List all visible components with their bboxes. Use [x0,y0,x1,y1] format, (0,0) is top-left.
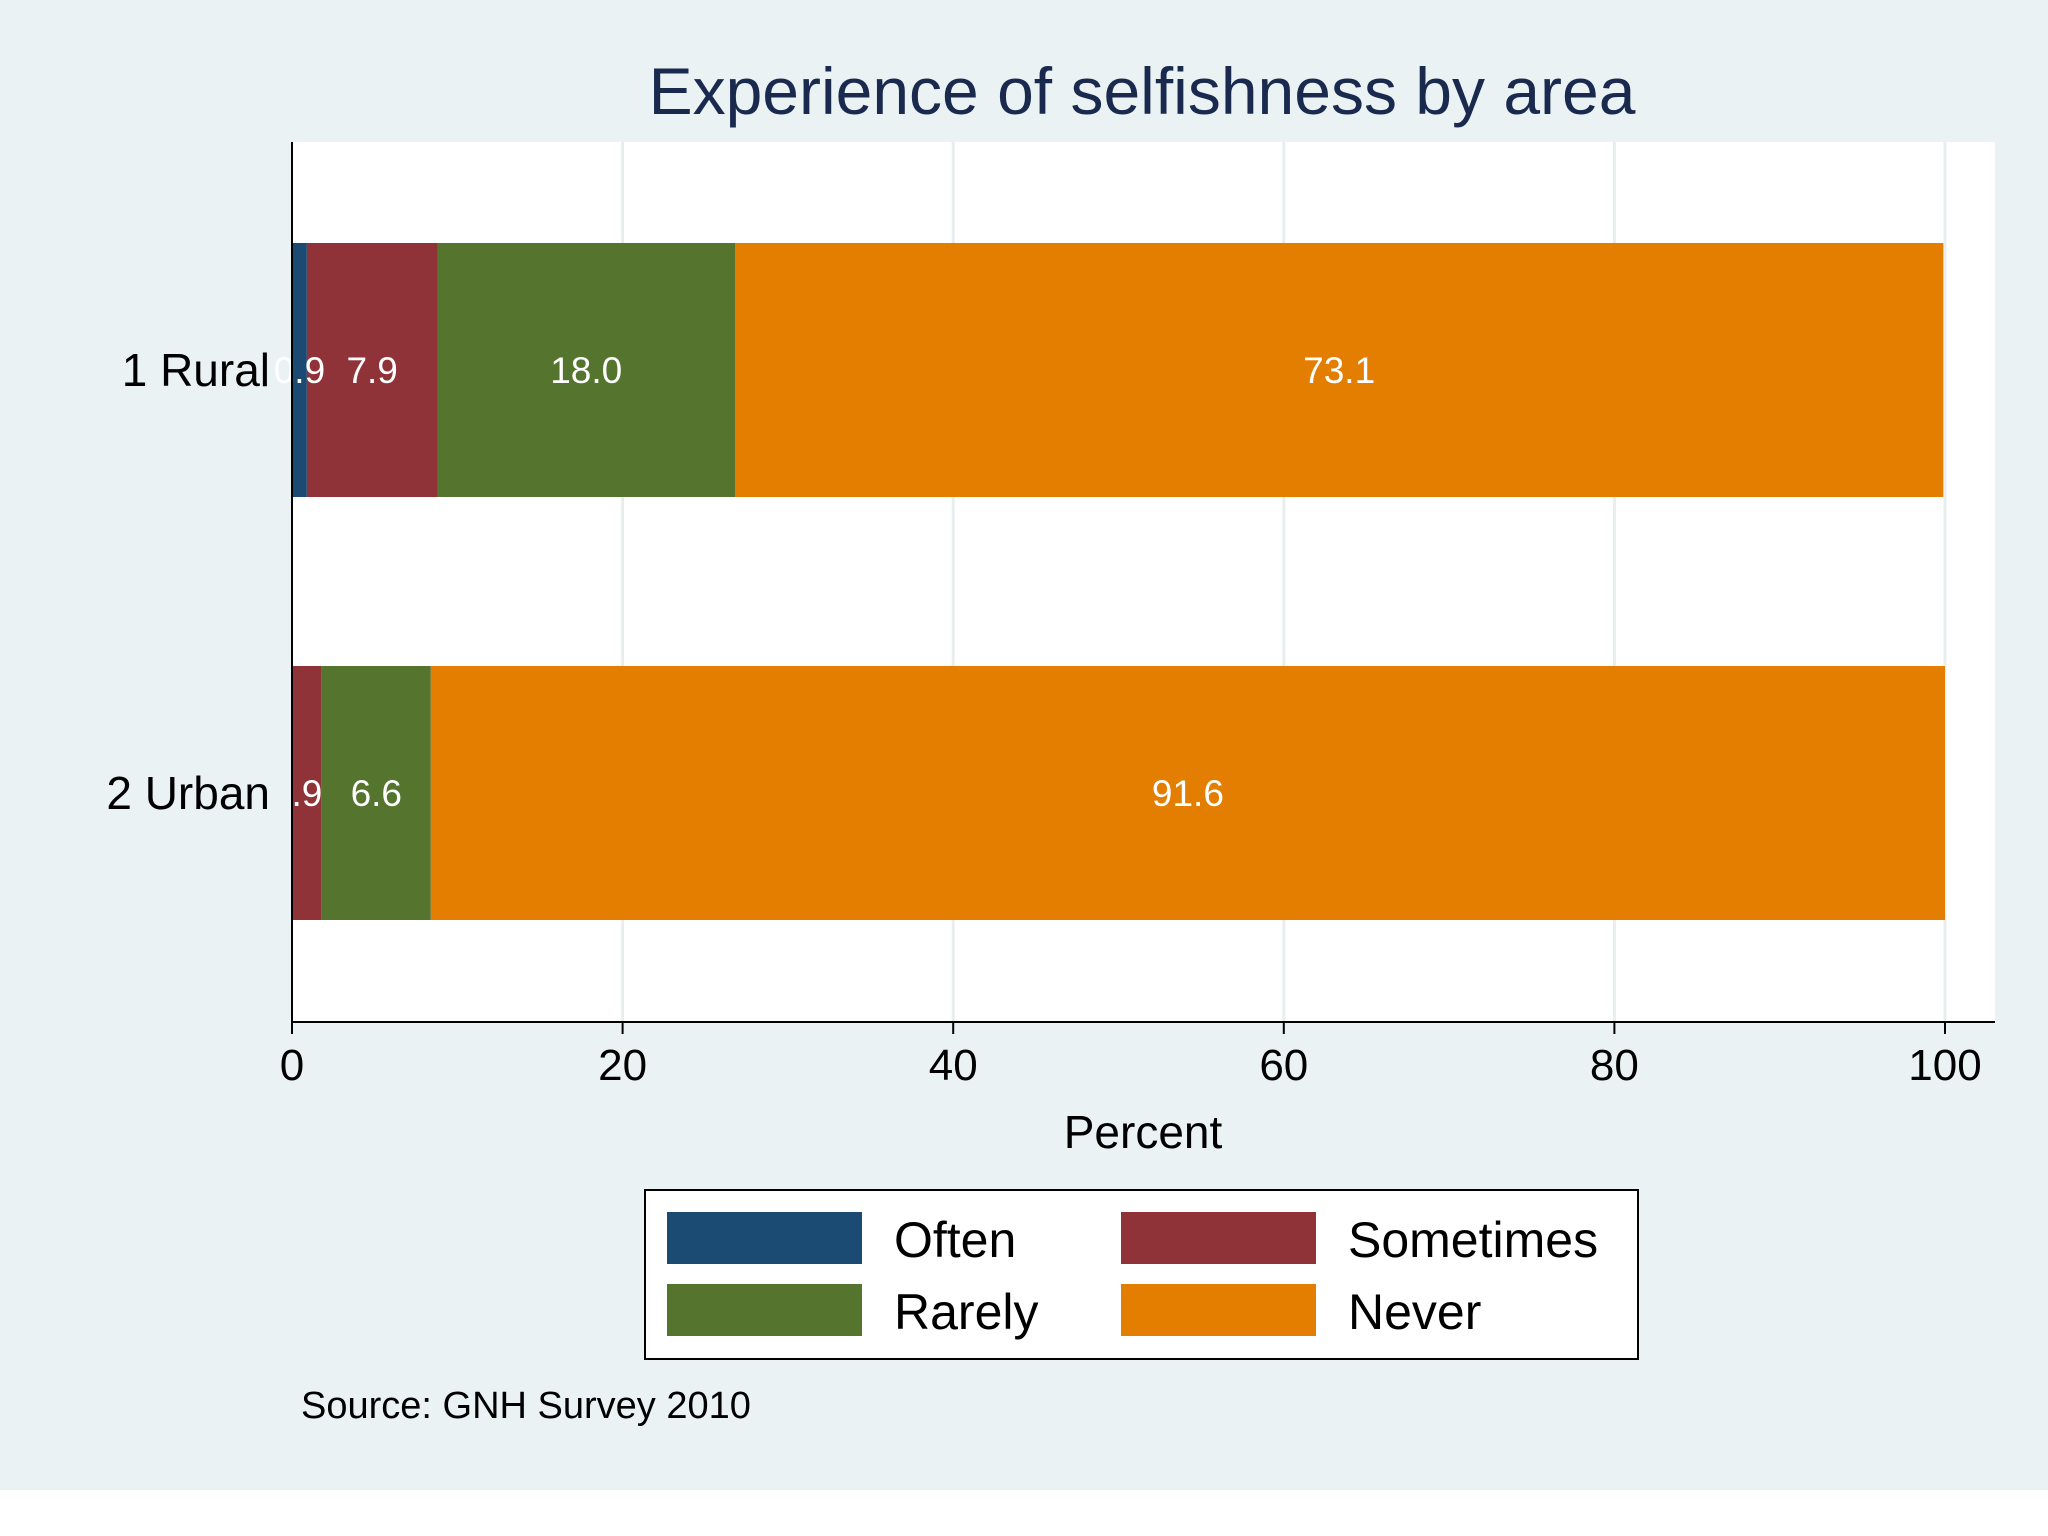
legend-swatch-often [667,1212,862,1264]
bar-sometimes-1 [306,243,438,497]
x-tick-label-80: 80 [1590,1041,1639,1090]
bars [292,243,1945,920]
legend: Often Sometimes Rarely Never [644,1189,1639,1360]
legend-swatch-never [1121,1284,1316,1336]
bar-label-sometimes-1: 7.9 [346,350,397,391]
bar-label-often-1: 0.9 [274,350,325,391]
x-tick-label-60: 60 [1259,1041,1308,1090]
x-tick-label-40: 40 [929,1041,978,1090]
x-tick-label-0: 0 [280,1041,304,1090]
legend-label-rarely: Rarely [894,1284,1038,1340]
bar-rarely-1 [437,243,736,497]
bar-never-1 [735,243,1944,497]
category-label-1: 1 Rural [122,344,270,396]
category-labels: 1 Rural 2 Urban [106,344,270,819]
x-axis-title: Percent [1064,1106,1223,1158]
legend-label-never: Never [1348,1284,1481,1340]
legend-items: Often Sometimes Rarely Never [667,1212,1598,1340]
legend-label-often: Often [894,1212,1016,1268]
bar-label-rarely-2: 6.6 [351,773,402,814]
legend-label-sometimes: Sometimes [1348,1212,1598,1268]
bar-label-sometimes-2: .9 [291,773,322,814]
bar-label-rarely-1: 18.0 [550,350,622,391]
bar-often-1 [292,243,307,497]
bar-never-2 [430,666,1945,920]
source-note: Source: GNH Survey 2010 [301,1385,751,1427]
bar-sometimes-2 [292,666,322,920]
legend-swatch-sometimes [1121,1212,1316,1264]
x-axis-ticks: 0 20 40 60 80 100 [280,1022,1982,1090]
x-tick-label-100: 100 [1908,1041,1981,1090]
bar-label-never-2: 91.6 [1152,773,1224,814]
x-tick-label-20: 20 [598,1041,647,1090]
bar-rarely-2 [321,666,431,920]
category-label-2: 2 Urban [106,767,270,819]
bar-labels: 0.9 7.9 18.0 73.1 .9 6.6 91.6 [274,350,1375,814]
legend-swatch-rarely [667,1284,862,1336]
bar-label-never-1: 73.1 [1303,350,1375,391]
chart-title: Experience of selfishness by area [649,54,1636,128]
